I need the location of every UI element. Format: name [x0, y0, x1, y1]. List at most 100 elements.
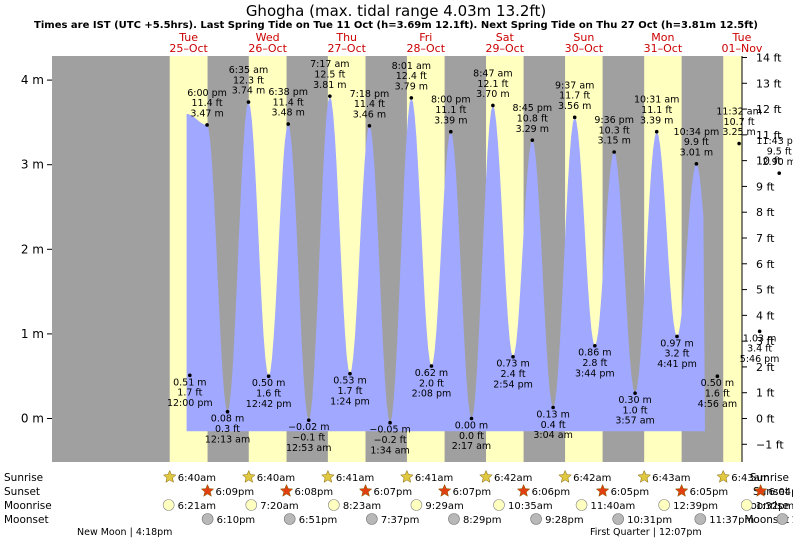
- high-tide-label: 12.3 ft: [233, 75, 264, 86]
- day-band: [723, 56, 742, 462]
- right-tick-label: 4 ft: [756, 309, 775, 322]
- low-tide-label: 3:44 pm: [575, 368, 615, 379]
- tide-point: [286, 122, 290, 126]
- chart-title: Ghogha (max. tidal range 4.03m 13.2ft): [246, 2, 546, 20]
- tide-point: [328, 94, 332, 98]
- high-tide-label: 3.74 m: [232, 86, 265, 97]
- tide-point: [348, 371, 352, 376]
- left-tick-label: 3 m: [21, 158, 44, 172]
- low-tide-label: 12:53 am: [286, 443, 331, 454]
- high-tide-label: 3.15 m: [597, 136, 630, 147]
- sunset-icon: [358, 483, 373, 497]
- low-tide-label: 1.6 ft: [256, 389, 281, 400]
- high-tide-label: 2.90 m: [763, 157, 793, 168]
- tide-point: [429, 364, 434, 368]
- high-tide-label: 10.7 ft: [724, 117, 755, 128]
- tide-curve: [186, 96, 706, 432]
- low-tide-label: 12:13 am: [205, 434, 250, 445]
- high-tide-label: 11.1 ft: [435, 105, 466, 116]
- day-date: 31–Oct: [644, 42, 683, 55]
- moonrise-icon: [162, 499, 175, 511]
- tide-point: [612, 150, 616, 154]
- moonset-time: 12:42am: [791, 515, 793, 526]
- tide-point: [694, 162, 699, 166]
- sunrise-icon: [716, 469, 731, 483]
- low-tide-label: 0.97 m: [660, 338, 693, 349]
- moonset-time: 9:28pm: [545, 515, 584, 526]
- low-tide-label: 3:57 am: [615, 416, 654, 427]
- tide-point: [388, 420, 392, 425]
- low-tide-label: 2.0 ft: [419, 378, 444, 389]
- tide-point: [225, 409, 230, 414]
- moonrise-time: 6:21am: [178, 501, 216, 512]
- sunset-time: 6:07pm: [374, 487, 413, 498]
- low-tide-label: 1:34 am: [370, 445, 409, 456]
- low-tide-label: 12:00 pm: [167, 398, 213, 409]
- right-tick-label: 12 ft: [756, 103, 782, 116]
- right-tick-label: 6 ft: [756, 258, 775, 271]
- high-tide-label: 12.1 ft: [477, 79, 508, 90]
- moonset-icon: [530, 513, 542, 525]
- low-tide-label: 2.4 ft: [501, 369, 526, 380]
- moonset-time: 6:51pm: [299, 515, 338, 526]
- day-name: Sat: [496, 31, 515, 44]
- high-tide-label: 3.39 m: [640, 115, 673, 126]
- moonset-time: 10:31pm: [627, 515, 672, 526]
- high-tide-label: 10:31 am: [634, 95, 679, 106]
- high-tide-label: 3.25 m: [722, 127, 755, 138]
- day-name: Tue: [178, 31, 198, 44]
- moonrise-icon: [658, 499, 670, 511]
- sunset-icon: [516, 483, 531, 497]
- sunrise-icon: [321, 469, 335, 483]
- sunset-icon: [200, 483, 215, 497]
- low-tide-label: 0.13 m: [536, 410, 569, 421]
- tide-point: [246, 100, 251, 104]
- low-tide-label: 1.0 ft: [623, 405, 648, 416]
- moonset-icon: [694, 513, 707, 525]
- sunrise-time: 6:40am: [257, 473, 295, 484]
- low-tide-label: 12:42 pm: [246, 399, 292, 410]
- day-name: Tue: [732, 31, 752, 44]
- low-tide-label: 0.53 m: [333, 376, 366, 387]
- low-tide-label: −0.02 m: [288, 422, 329, 433]
- tide-point: [188, 373, 192, 378]
- moon-phase-new: New Moon | 4:18pm: [77, 527, 172, 538]
- moonrise-time: 1:32pm: [756, 501, 793, 512]
- moonset-icon: [283, 513, 296, 525]
- high-tide-label: 11.1 ft: [641, 105, 672, 116]
- sunrise-time: 6:41am: [415, 473, 453, 484]
- right-tick-label: 0 ft: [756, 413, 775, 426]
- low-tide-label: 1.7 ft: [177, 388, 202, 399]
- low-tide-label: 0.50 m: [252, 378, 285, 389]
- high-tide-label: 9:37 am: [555, 80, 594, 91]
- tide-point: [306, 418, 311, 422]
- high-tide-label: 3.70 m: [476, 89, 509, 100]
- moonrise-row-label-left: Moonrise: [4, 500, 52, 512]
- moon-phase-first-quarter: First Quarter | 12:07pm: [590, 527, 702, 538]
- low-tide-label: 0.0 ft: [459, 431, 484, 442]
- sunrise-row-label-left: Sunrise: [4, 472, 43, 484]
- tide-point: [757, 329, 762, 334]
- tide-point: [205, 123, 209, 127]
- sunrise-row-label-right: Sunrise: [750, 472, 789, 484]
- sunset-icon: [753, 483, 768, 497]
- right-tick-label: −1 ft: [756, 438, 784, 451]
- left-tick-label: 0 m: [21, 412, 44, 426]
- sunrise-icon: [400, 469, 414, 483]
- day-name: Wed: [256, 31, 280, 44]
- right-tick-label: 3 ft: [756, 335, 775, 348]
- high-tide-label: 8:47 am: [473, 68, 512, 79]
- moonrise-icon: [245, 499, 258, 511]
- low-tide-label: 0.86 m: [578, 348, 611, 359]
- tide-point: [593, 343, 597, 348]
- sunrise-icon: [637, 469, 652, 483]
- moonrise-row-label-right: Moonrise: [741, 500, 789, 512]
- moonset-time: 6:10pm: [217, 515, 256, 526]
- high-tide-label: 6:38 pm: [268, 87, 308, 98]
- sunset-time: 6:06pm: [532, 487, 571, 498]
- low-tide-label: 2:17 am: [452, 441, 491, 452]
- tide-point: [530, 138, 535, 142]
- high-tide-label: 3.47 m: [190, 109, 223, 120]
- low-tide-label: 0.08 m: [211, 414, 244, 425]
